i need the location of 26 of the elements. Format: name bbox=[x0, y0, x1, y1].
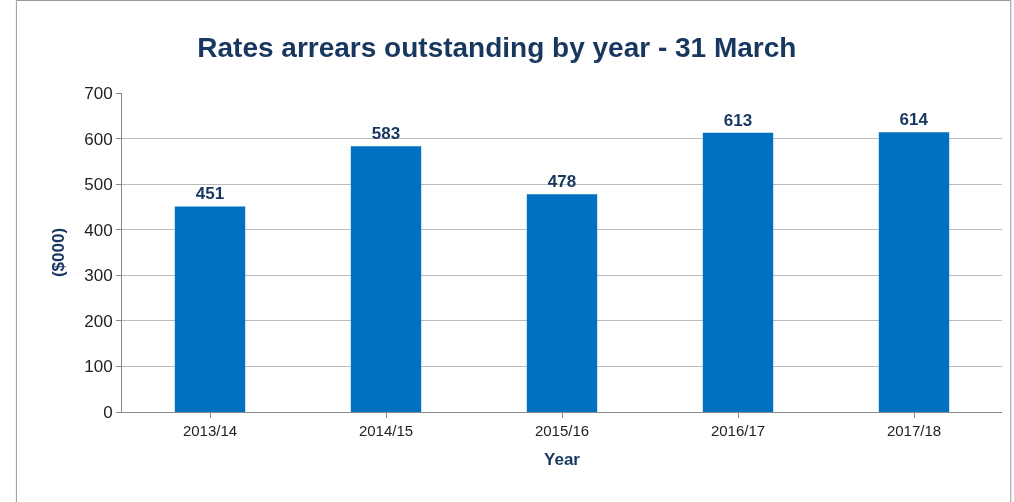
y-tick-label: 500 bbox=[84, 175, 113, 195]
x-tick-label: 2014/15 bbox=[358, 422, 414, 439]
y-tick-label: 100 bbox=[84, 357, 113, 377]
bar bbox=[526, 194, 598, 412]
x-tick-label: 2015/16 bbox=[534, 422, 590, 439]
bar bbox=[878, 132, 950, 412]
y-tick-label: 600 bbox=[84, 129, 113, 149]
x-axis-title: Year bbox=[544, 450, 581, 470]
x-tick-label: 2017/18 bbox=[886, 422, 942, 439]
y-axis-title: ($000) bbox=[48, 227, 68, 278]
x-tick-label: 2013/14 bbox=[182, 422, 238, 439]
chart-title: Rates arrears outstanding by year - 31 March bbox=[197, 32, 797, 64]
bar bbox=[350, 146, 422, 412]
x-tick-label: 2016/17 bbox=[710, 422, 766, 439]
y-tick-label: 200 bbox=[84, 311, 113, 331]
y-tick-label: 400 bbox=[84, 220, 113, 240]
y-tick-label: 700 bbox=[84, 83, 113, 103]
bar bbox=[174, 206, 246, 412]
y-tick-label: 300 bbox=[84, 266, 113, 286]
data-label: 451 bbox=[195, 184, 225, 204]
data-label: 613 bbox=[723, 110, 753, 130]
bar bbox=[702, 132, 774, 412]
data-label: 614 bbox=[899, 110, 929, 130]
data-label: 583 bbox=[371, 124, 401, 144]
data-label: 478 bbox=[547, 172, 577, 192]
y-tick-label: 0 bbox=[103, 402, 113, 422]
